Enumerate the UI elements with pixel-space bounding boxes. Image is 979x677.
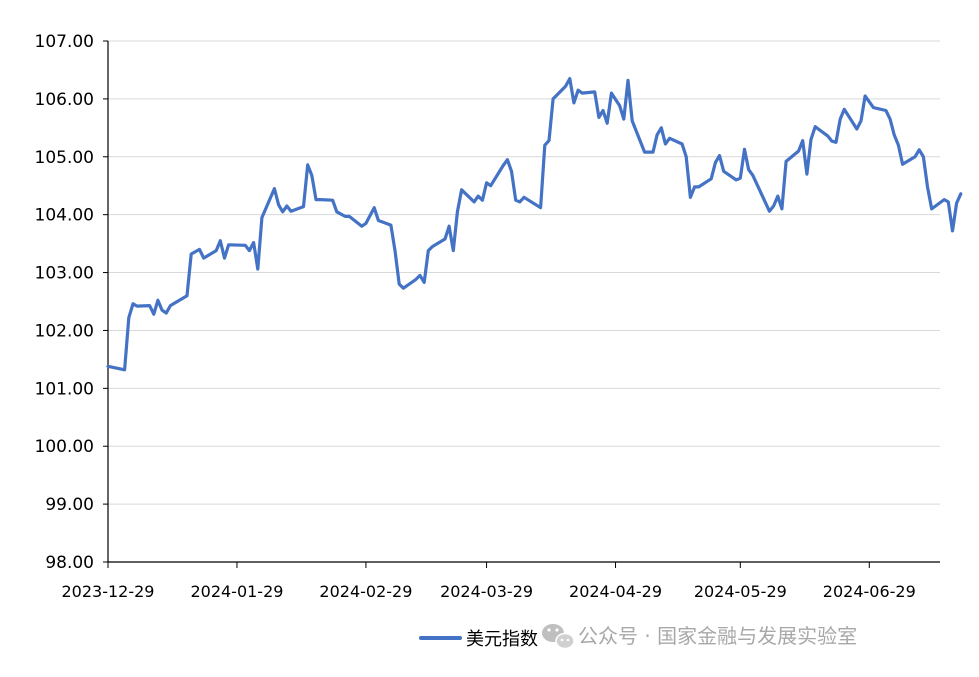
axes bbox=[103, 40, 940, 568]
x-tick-label: 2024-02-29 bbox=[319, 582, 412, 601]
y-tick-label: 106.00 bbox=[35, 90, 94, 110]
y-tick-label: 104.00 bbox=[35, 206, 94, 226]
y-tick-label: 99.00 bbox=[45, 495, 94, 515]
y-tick-label: 102.00 bbox=[35, 321, 94, 341]
y-tick-label: 107.00 bbox=[35, 32, 94, 52]
x-tick-label: 2023-12-29 bbox=[62, 582, 155, 601]
x-tick-label: 2024-03-29 bbox=[440, 582, 533, 601]
legend-label: 美元指数 bbox=[466, 629, 538, 650]
legend: 美元指数 bbox=[419, 629, 538, 650]
y-tick-label: 105.00 bbox=[35, 148, 94, 168]
x-tick-labels: 2023-12-29 2024-01-29 2024-02-29 2024-03-29… bbox=[62, 582, 916, 601]
y-tick-label: 103.00 bbox=[35, 264, 94, 284]
series-line-usd-index bbox=[106, 77, 963, 372]
watermark: 公众号 · 国家金融与发展实验室 bbox=[542, 624, 857, 650]
x-tick-label: 2024-06-29 bbox=[823, 582, 916, 601]
x-tick-label: 2024-04-29 bbox=[569, 582, 662, 601]
y-tick-label: 100.00 bbox=[35, 437, 94, 457]
wechat-icon bbox=[542, 624, 575, 650]
x-tick-label: 2024-05-29 bbox=[694, 582, 787, 601]
y-tick-labels: 98.00 99.00 100.00 101.00 102.00 103.00 104.00… bbox=[35, 32, 94, 573]
y-tick-label: 98.00 bbox=[45, 553, 94, 573]
gridlines bbox=[108, 40, 940, 505]
watermark-text: 公众号 · 国家金融与发展实验室 bbox=[578, 624, 857, 648]
y-tick-label: 101.00 bbox=[35, 379, 94, 399]
series-layer bbox=[106, 77, 963, 372]
x-tick-label: 2024-01-29 bbox=[190, 582, 283, 601]
